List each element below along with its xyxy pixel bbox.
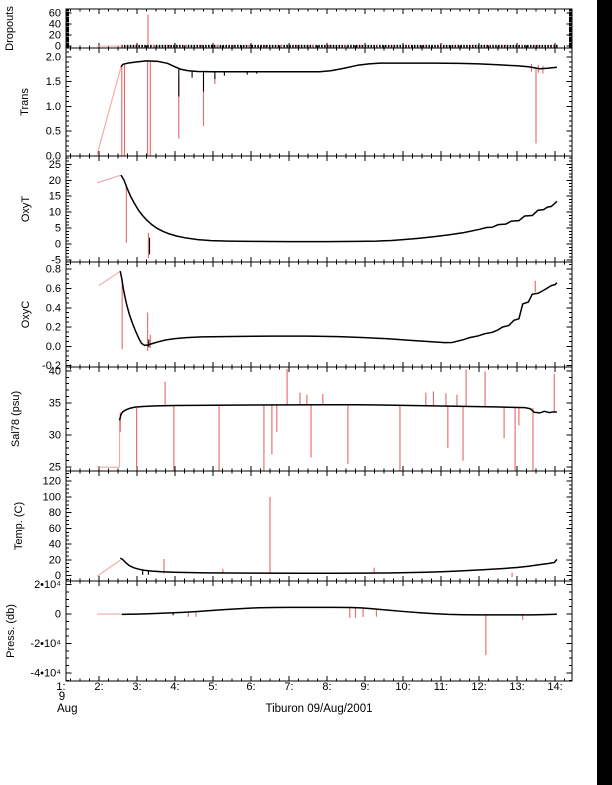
x-tick-label: 12:	[471, 681, 486, 693]
x-axis-day-label: 9	[58, 691, 66, 703]
y-tick-label: 100	[43, 491, 61, 503]
y-axis-title: Trans	[19, 88, 31, 116]
y-tick-label: 0	[55, 41, 61, 53]
x-tick-label: 13:	[509, 681, 524, 693]
x-tick-label: 4:	[170, 681, 179, 693]
x-tick-label: 11:	[434, 681, 448, 693]
panel-frame	[65, 8, 573, 49]
x-axis-labels: 1: 2: 3: 4: 5: 6: 7: 8: 9: 10: 11: 12: 13: 14:	[56, 681, 562, 693]
x-tick-label: 6:	[246, 681, 255, 693]
panel-sal78-psu-: 25 30 35 40 Sal78 (psu)	[10, 365, 573, 474]
y-tick-label: 40	[49, 365, 61, 377]
x-tick-label: 14:	[547, 681, 562, 693]
y-axis-title: OxyT	[20, 196, 32, 223]
y-tick-label: 0.0	[46, 150, 61, 162]
y-tick-label: -2•10⁴	[30, 638, 61, 650]
y-tick-label: -5	[51, 255, 61, 267]
panel-frame	[65, 470, 573, 582]
flagged-segment	[98, 270, 121, 287]
panel-data	[98, 270, 558, 352]
y-tick-label: 35	[49, 398, 61, 410]
x-tick-label: 5:	[208, 681, 217, 693]
panel-frame	[65, 580, 573, 682]
y-tick-label: 0.8	[46, 264, 61, 276]
y-tick-label: 0.4	[46, 302, 61, 314]
y-tick-label: 2.0	[46, 51, 61, 63]
y-tick-label: -0.2	[42, 360, 61, 372]
y-tick-label: 20	[49, 30, 61, 42]
x-tick-label: 2:	[94, 681, 103, 693]
y-tick-label: 60	[49, 523, 61, 535]
y-tick-label: 10	[49, 207, 61, 219]
panel-data	[97, 14, 559, 48]
y-tick-label: 0	[55, 570, 61, 582]
y-tick-label: 0.2	[46, 322, 61, 334]
panel-temp-c-: 0 20 40 60 80 100 120 Temp. (C)	[13, 470, 573, 582]
y-tick-label: 15	[49, 191, 61, 203]
y-axis-title: Temp. (C)	[13, 502, 25, 550]
x-tick-label: 9:	[360, 681, 369, 693]
panel-frame	[65, 261, 573, 368]
x-axis-month-label: Aug	[57, 703, 78, 715]
y-tick-label: 40	[49, 19, 61, 31]
x-tick-label: 8:	[322, 681, 331, 693]
y-tick-label: 20	[49, 554, 61, 566]
x-tick-label: 3:	[132, 681, 141, 693]
panel-data	[96, 174, 558, 258]
panel-data	[96, 60, 557, 156]
panel-oxyt: -5 0 5 10 15 20 25 OxyT	[20, 155, 573, 267]
data-curve	[118, 404, 557, 421]
panel-data	[96, 496, 558, 578]
data-curve	[119, 271, 558, 347]
y-tick-label: 30	[49, 430, 61, 442]
y-tick-label: 120	[43, 476, 61, 488]
data-curve	[119, 557, 558, 574]
y-tick-label: 40	[49, 539, 61, 551]
panel-frame	[65, 366, 573, 472]
flagged-segment	[96, 66, 122, 155]
y-axis-title: Press. (db)	[5, 604, 17, 658]
panel-data	[97, 606, 557, 656]
y-tick-label: 25	[49, 462, 61, 474]
flagged-segment	[96, 174, 122, 184]
y-tick-label: 0	[55, 239, 61, 251]
panel-trans: 0.0 0.5 1.0 1.5 2.0 Trans	[19, 47, 573, 162]
y-axis-title: Dropouts	[4, 6, 16, 51]
y-tick-label: 25	[49, 159, 61, 171]
y-tick-label: -4•10⁴	[30, 667, 61, 679]
x-tick-label: 1:	[56, 681, 65, 693]
x-tick-label: 10:	[395, 681, 410, 693]
y-tick-label: 0.5	[46, 126, 61, 138]
y-tick-label: 1.0	[46, 101, 61, 113]
panel-press-db-: -4•10⁴ -2•10⁴ 0 2•10⁴ Press. (db)	[5, 579, 573, 682]
y-tick-label: 2•10⁴	[34, 579, 61, 591]
y-tick-label: 0	[55, 609, 61, 621]
data-curve	[121, 606, 557, 616]
y-axis-title: Sal78 (psu)	[10, 391, 22, 447]
y-tick-label: 20	[49, 175, 61, 187]
y-tick-label: 0.0	[46, 341, 61, 353]
y-tick-label: 80	[49, 507, 61, 519]
panel-data	[97, 368, 557, 471]
panel-frame	[65, 155, 573, 263]
y-tick-label: 0.6	[46, 283, 61, 295]
data-curve	[120, 60, 557, 73]
y-tick-label: 1.5	[46, 76, 61, 88]
y-tick-label: 5	[55, 223, 61, 235]
screen-right-black-bar	[597, 0, 612, 785]
y-axis-title: OxyC	[20, 301, 32, 329]
x-tick-label: 7:	[284, 681, 293, 693]
panel-oxyc: -0.2 0.0 0.2 0.4 0.6 0.8 OxyC	[20, 261, 573, 372]
chart-caption: Tiburon 09/Aug/2001	[265, 703, 373, 715]
data-curve	[120, 174, 558, 243]
y-tick-label: 60	[49, 7, 61, 19]
flagged-segment	[96, 559, 121, 577]
